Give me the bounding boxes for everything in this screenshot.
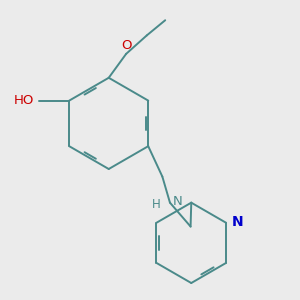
Text: O: O bbox=[121, 39, 132, 52]
Text: H: H bbox=[152, 198, 160, 211]
Text: HO: HO bbox=[14, 94, 34, 106]
Text: N: N bbox=[173, 195, 183, 208]
Text: N: N bbox=[232, 215, 243, 229]
